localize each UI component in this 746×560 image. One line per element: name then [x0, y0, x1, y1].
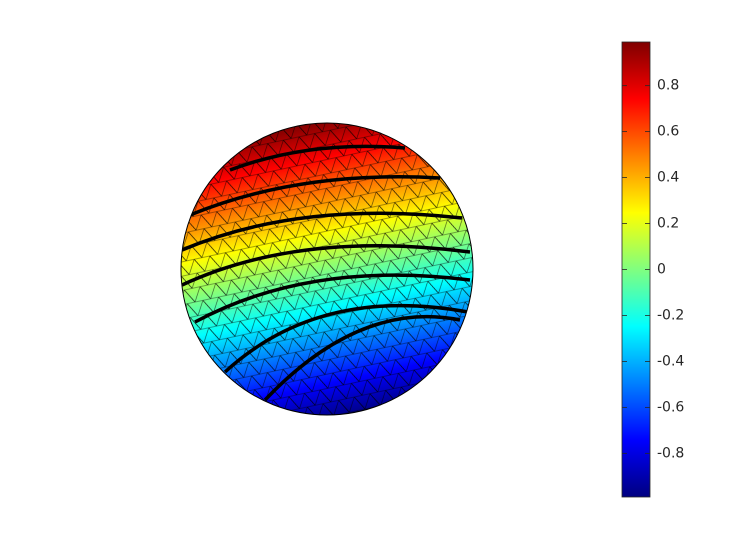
sphere-detail [181, 123, 473, 415]
contour-line [229, 144, 406, 172]
sphere-outline [180, 122, 474, 416]
colorbar-tick-label: 0.6 [657, 124, 679, 140]
sphere-surface [180, 122, 474, 416]
contour-line [263, 314, 461, 402]
colorbar-tick-label: 0.2 [657, 216, 679, 232]
colorbar-tick-label: 0.4 [657, 170, 679, 186]
colorbar-tick-label: -0.2 [657, 307, 684, 323]
colorbar-tick-label: -0.6 [657, 399, 684, 415]
colorbar-tick-label: -0.8 [657, 445, 684, 461]
contour-line [181, 211, 463, 252]
colorbar-tick-label: 0 [657, 262, 666, 278]
contour-line [223, 303, 469, 374]
contour-line [181, 243, 471, 287]
colorbar: -0.8 -0.6 -0.4 -0.2 0 0.2 0.4 0.6 0.8 [621, 41, 684, 498]
contour-line [194, 273, 471, 324]
contour-lines [181, 144, 471, 402]
contour-line [189, 175, 441, 217]
colorbar-tick-label: 0.8 [657, 78, 679, 94]
colorbar-tick-label: -0.4 [657, 353, 684, 369]
